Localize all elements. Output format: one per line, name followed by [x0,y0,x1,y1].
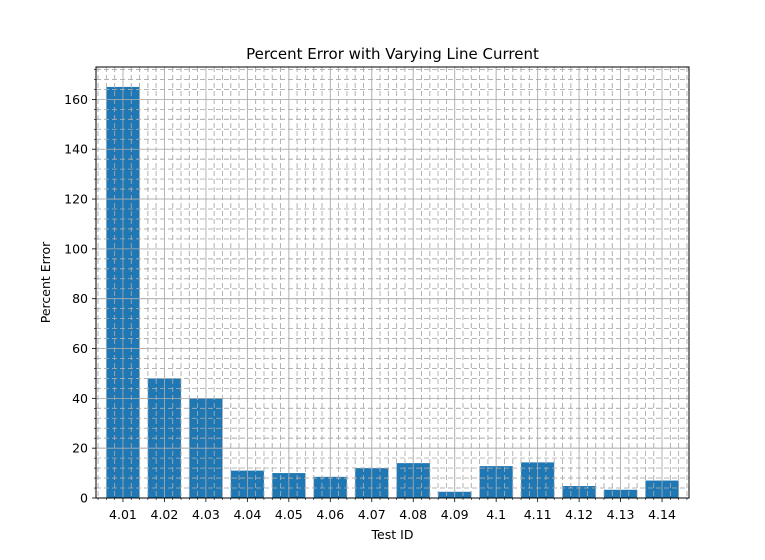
x-tick-label: 4.1 [486,507,506,522]
chart-title: Percent Error with Varying Line Current [246,45,539,63]
x-tick-label: 4.11 [524,507,552,522]
x-tick-label: 4.06 [316,507,344,522]
x-tick-label: 4.13 [607,507,635,522]
y-tick-label: 20 [72,441,88,456]
major-grid [96,67,689,499]
plot-frame [95,66,690,499]
y-tick-label: 0 [80,491,88,506]
y-tick-label: 60 [72,341,88,356]
x-tick-label: 4.14 [648,507,676,522]
x-tick-label: 4.05 [275,507,303,522]
x-axis-label: Test ID [371,527,414,542]
x-tick-label: 4.08 [399,507,427,522]
x-tick-label: 4.04 [233,507,261,522]
y-tick-label: 40 [72,391,88,406]
y-tick-label: 100 [64,241,88,256]
x-tick-label: 4.03 [192,507,220,522]
y-tick-label: 160 [64,92,88,107]
y-tick-label: 140 [64,142,88,157]
y-tick-label: 120 [64,192,88,207]
y-axis-ticks: 0 20 40 60 80 100 120 140 160 [64,69,96,506]
grid-overlay [96,67,689,499]
x-tick-label: 4.09 [441,507,469,522]
minor-grid [96,67,689,498]
x-tick-label: 4.02 [151,507,179,522]
x-tick-label: 4.07 [358,507,386,522]
bars [106,86,679,498]
x-axis-ticks: 4.01 4.02 4.03 4.04 4.05 4.06 4.07 4.08 4.09 4.1 4… [97,498,688,522]
y-tick-label: 80 [72,291,88,306]
x-tick-label: 4.01 [109,507,137,522]
x-tick-label: 4.12 [565,507,593,522]
y-axis-label: Percent Error [38,241,53,323]
